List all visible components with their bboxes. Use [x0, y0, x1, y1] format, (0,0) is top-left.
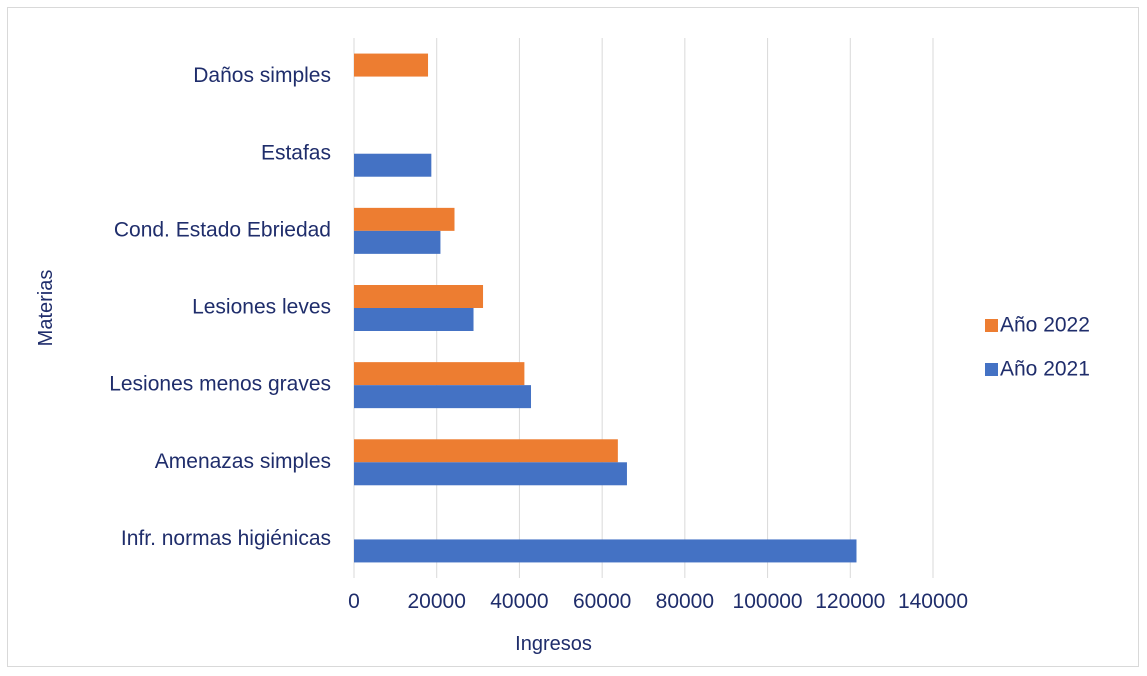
bar-2022 — [354, 207, 455, 231]
legend-label: Año 2022 — [1000, 314, 1090, 337]
legend: Año 2022 Año 2021 — [985, 314, 1090, 381]
bar-2021 — [354, 230, 441, 254]
bar-chart: Infr. normas higiénicas Amenazas simples L… — [35, 38, 1090, 655]
y-axis-title: Materias — [35, 270, 57, 347]
legend-swatch — [985, 319, 998, 332]
legend-swatch — [985, 363, 998, 376]
x-axis-title: Ingresos — [515, 633, 592, 655]
category-label: Cond. Estado Ebriedad — [114, 218, 331, 241]
category-label: Amenazas simples — [155, 450, 331, 473]
bar-2022 — [354, 439, 618, 463]
x-tick-label: 80000 — [656, 590, 714, 613]
x-tick-label: 100000 — [733, 590, 803, 613]
bars — [354, 53, 857, 563]
bar-2021 — [354, 385, 532, 409]
category-label: Infr. normas higiénicas — [121, 527, 331, 550]
x-tick-label: 140000 — [898, 590, 968, 613]
legend-label: Año 2021 — [1000, 358, 1090, 381]
category-labels: Infr. normas higiénicas Amenazas simples L… — [109, 64, 331, 550]
x-tick-label: 0 — [348, 590, 360, 613]
x-tick-label: 120000 — [815, 590, 885, 613]
bar-2021 — [354, 539, 857, 563]
category-label: Daños simples — [193, 64, 331, 87]
category-label: Estafas — [261, 141, 331, 164]
category-label: Lesiones menos graves — [109, 373, 331, 396]
x-tick-labels: 0 20000 40000 60000 80000 100000 120000 140000 — [348, 590, 968, 613]
bar-2021 — [354, 462, 627, 486]
grid-lines — [353, 38, 934, 578]
x-tick-label: 60000 — [573, 590, 631, 613]
bar-2022 — [354, 285, 484, 308]
bar-2021 — [354, 153, 432, 177]
x-tick-label: 20000 — [408, 590, 466, 613]
x-tick-label: 40000 — [490, 590, 548, 613]
category-label: Lesiones leves — [192, 296, 331, 319]
chart-frame: Infr. normas higiénicas Amenazas simples L… — [7, 7, 1139, 667]
bar-2021 — [354, 308, 474, 331]
bar-2022 — [354, 53, 429, 77]
bar-2022 — [354, 362, 525, 386]
